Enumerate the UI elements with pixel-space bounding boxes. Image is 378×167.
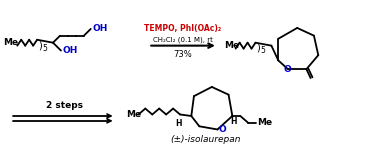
- Text: H: H: [175, 119, 181, 128]
- Text: O: O: [283, 65, 291, 74]
- Text: Me: Me: [257, 118, 272, 127]
- Text: Me: Me: [127, 110, 142, 119]
- Text: ): ): [257, 43, 260, 53]
- Text: OH: OH: [63, 46, 78, 55]
- Text: TEMPO, PhI(OAc)₂: TEMPO, PhI(OAc)₂: [144, 24, 222, 33]
- Text: O: O: [218, 125, 226, 134]
- Text: OH: OH: [93, 24, 108, 33]
- Text: 73%: 73%: [174, 50, 192, 59]
- Text: CH₂Cl₂ (0.1 M), rt: CH₂Cl₂ (0.1 M), rt: [153, 36, 213, 43]
- Text: 5: 5: [42, 44, 47, 53]
- Text: H: H: [230, 117, 237, 126]
- Text: (±)-isolaurepan: (±)-isolaurepan: [170, 135, 241, 144]
- Text: 5: 5: [260, 46, 265, 55]
- Text: Me: Me: [224, 41, 239, 50]
- Text: 2 steps: 2 steps: [46, 101, 83, 110]
- Text: ): ): [38, 41, 42, 51]
- Text: Me: Me: [3, 38, 19, 47]
